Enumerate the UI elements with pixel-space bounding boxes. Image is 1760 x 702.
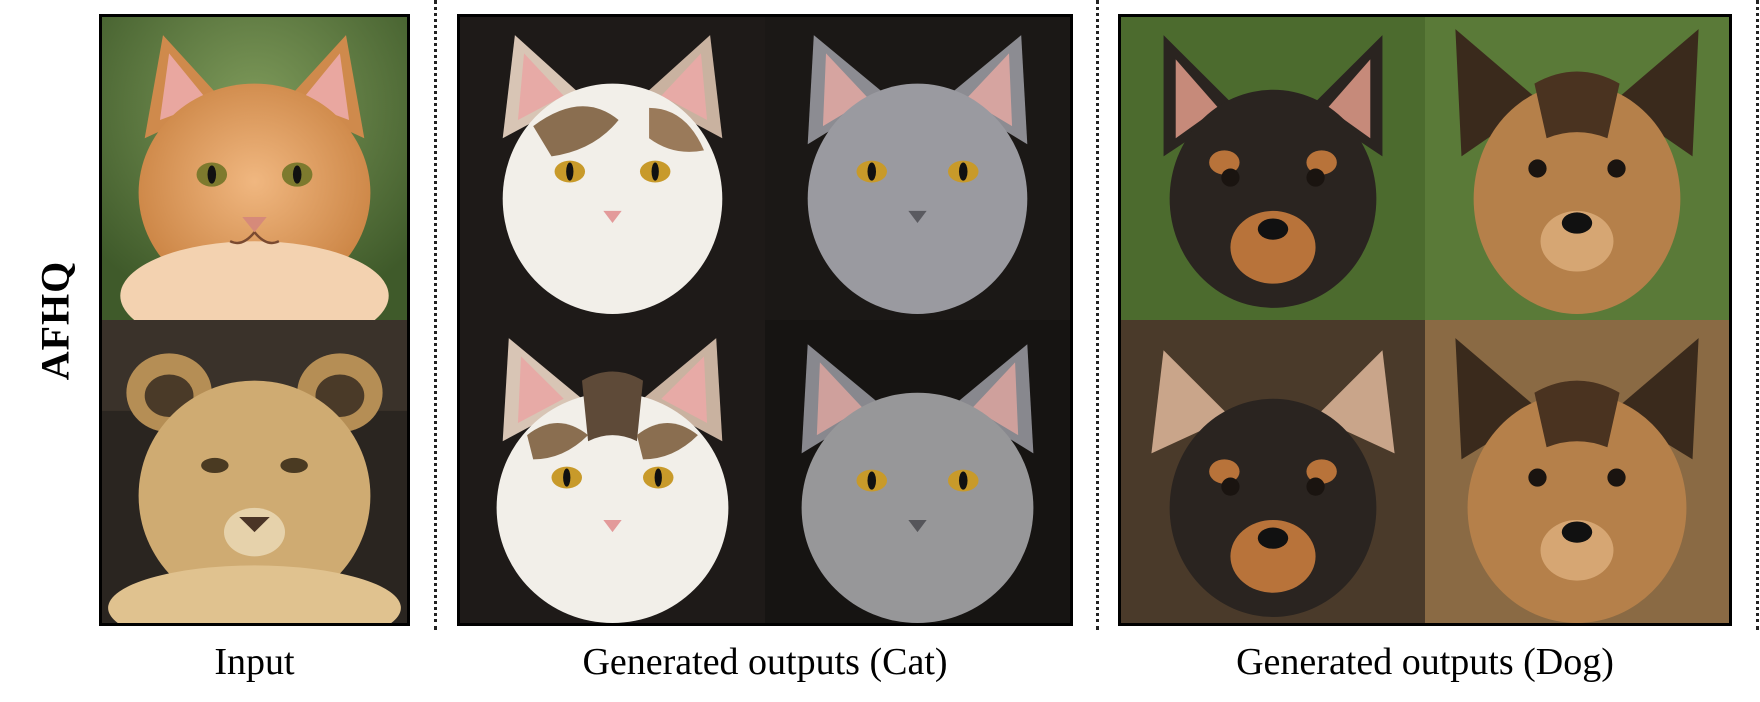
generated-dog-image-2 (1425, 17, 1729, 320)
input-image-kitten (102, 17, 407, 320)
generated-cat-image-4 (765, 320, 1070, 623)
dotted-separator (434, 0, 437, 630)
generated-cat-image-1 (460, 17, 765, 320)
dotted-separator (1756, 0, 1759, 630)
caption-generated-cat: Generated outputs (Cat) (582, 641, 948, 683)
generated-dog-image-3 (1121, 320, 1425, 623)
generated-cat-image-2 (765, 17, 1070, 320)
dotted-separator (1096, 0, 1099, 630)
row-label: AFHQ (30, 260, 80, 380)
generated-cat-image-3 (460, 320, 765, 623)
generated-dog-panel (1118, 14, 1732, 626)
caption-input: Input (214, 641, 295, 683)
input-image-lion-cub (102, 320, 407, 623)
input-image-panel (99, 14, 410, 626)
caption-generated-dog: Generated outputs (Dog) (1236, 641, 1614, 683)
row-label-text: AFHQ (32, 260, 78, 380)
generated-dog-image-1 (1121, 17, 1425, 320)
generated-cat-panel (457, 14, 1073, 626)
generated-dog-image-4 (1425, 320, 1729, 623)
